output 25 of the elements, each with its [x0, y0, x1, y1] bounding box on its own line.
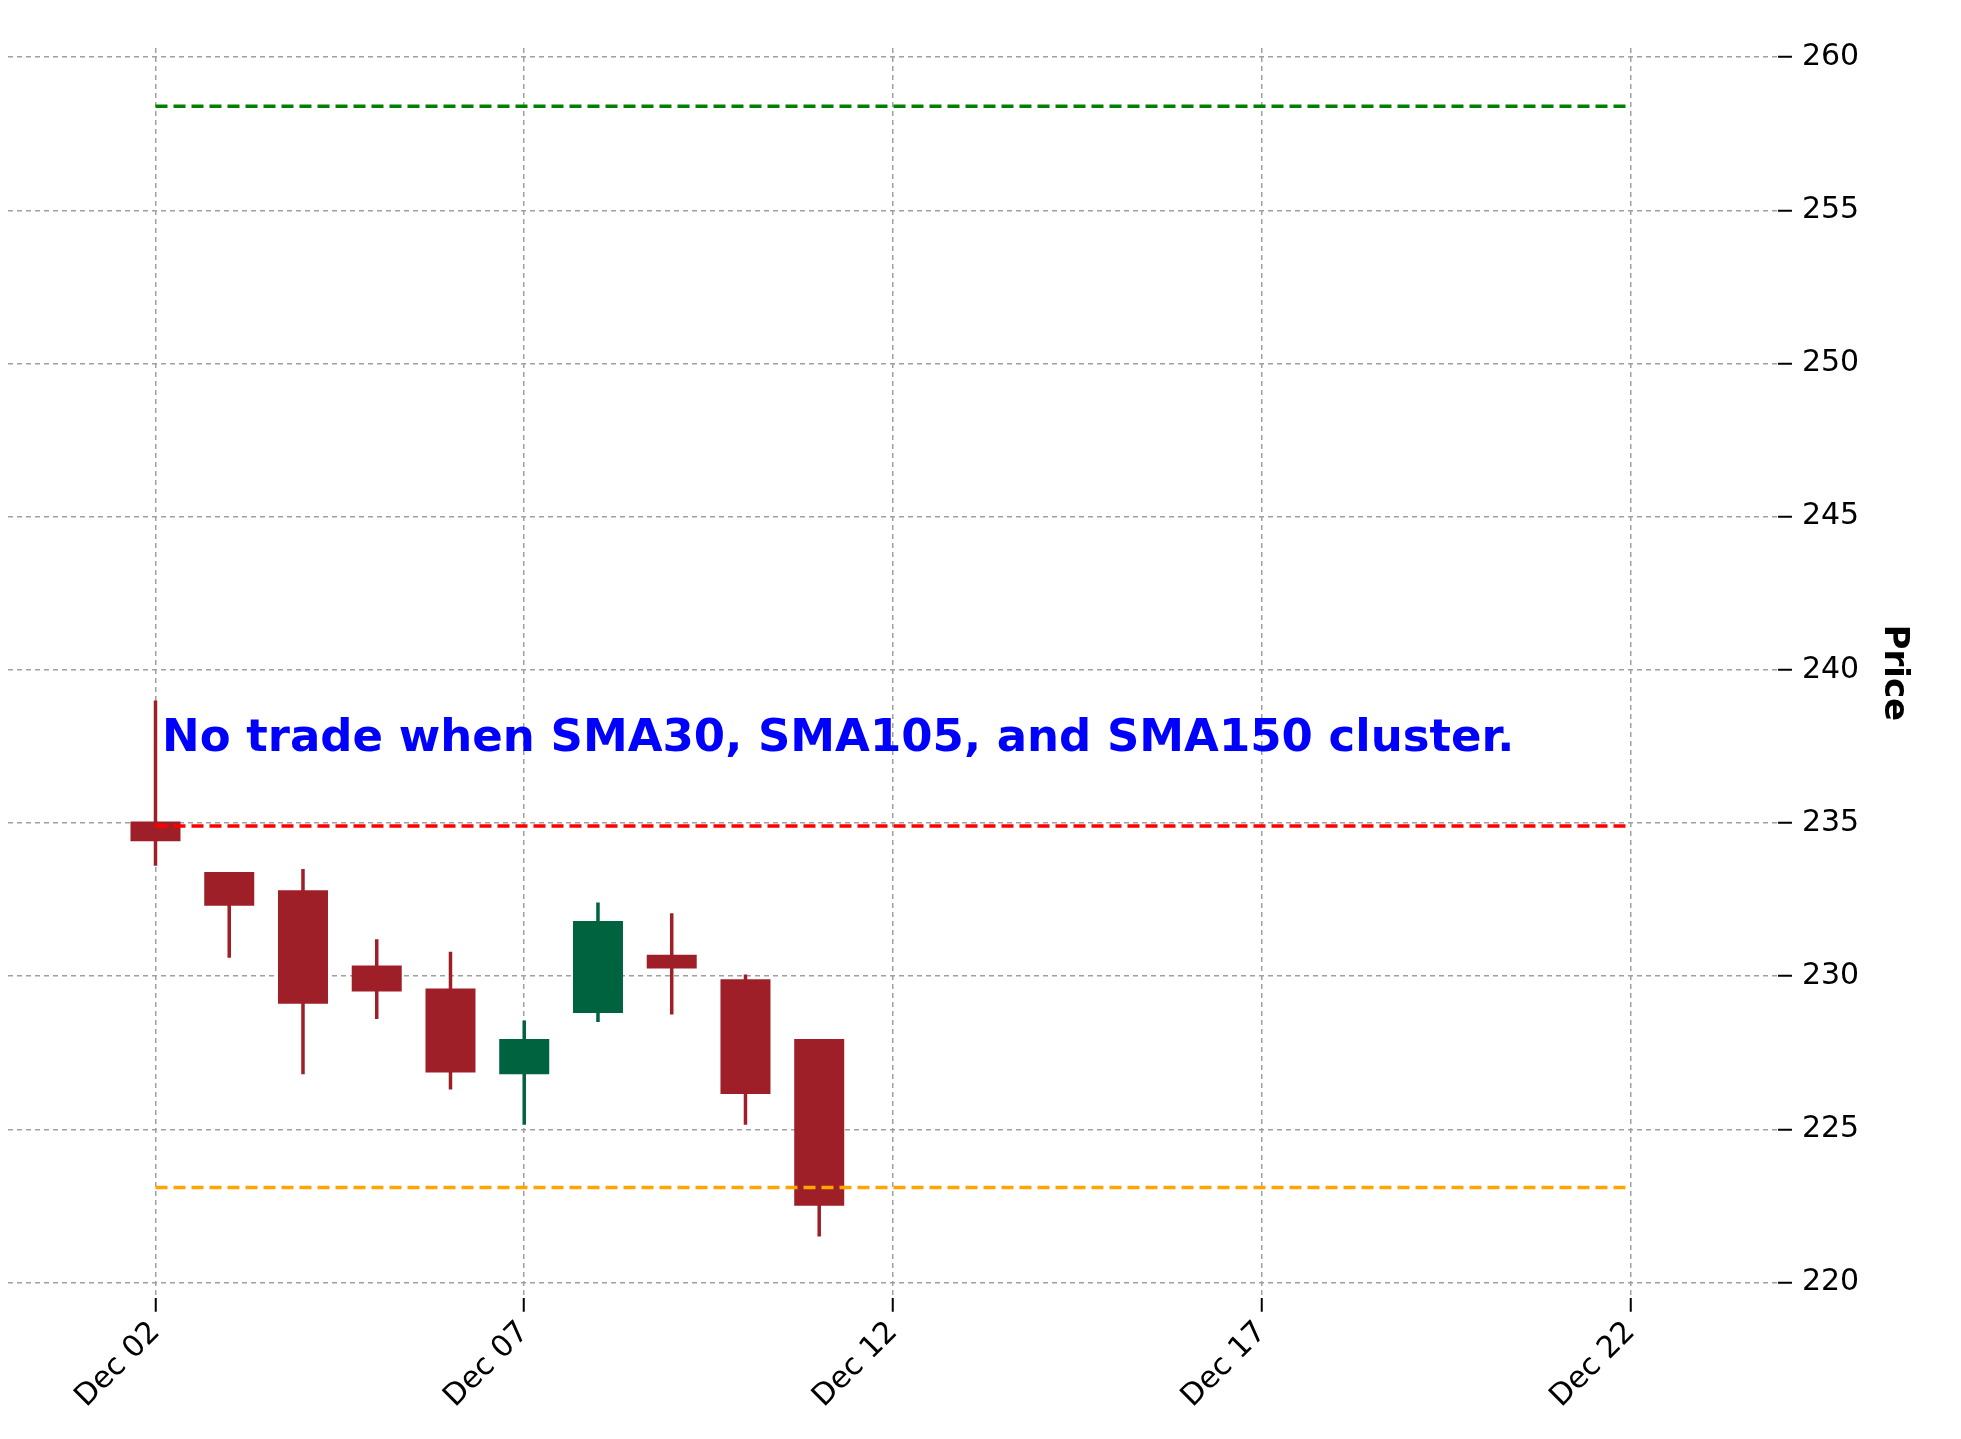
- candlestick: [794, 1038, 845, 1237]
- x-tick-label: Dec 22: [1541, 1313, 1641, 1413]
- y-tick-label: 225: [1801, 1109, 1860, 1145]
- x-tick-label: Dec 07: [435, 1313, 535, 1413]
- y-tick-label: 255: [1801, 190, 1860, 226]
- candlestick: [351, 939, 402, 1020]
- x-tick-label: Dec 17: [1172, 1313, 1273, 1413]
- candlestick: [572, 902, 623, 1023]
- y-tick-label: 240: [1801, 649, 1860, 685]
- candlestick: [425, 951, 476, 1090]
- y-tick-label: 235: [1801, 802, 1860, 838]
- candlestick: [204, 871, 255, 958]
- y-tick-label: 220: [1801, 1262, 1860, 1298]
- y-tick-label: 245: [1801, 496, 1860, 532]
- y-axis-title: Price: [1876, 624, 1917, 722]
- y-tick-label: 260: [1801, 36, 1860, 72]
- annotation: No trade when SMA30, SMA105, and SMA150 cluster.: [161, 708, 1515, 762]
- candlestick: [277, 868, 328, 1075]
- candlestick: [720, 974, 771, 1125]
- y-tick-label: 250: [1801, 343, 1860, 379]
- y-tick-label: 230: [1801, 955, 1860, 991]
- candlestick: [646, 913, 697, 1015]
- x-tick-label: Dec 02: [66, 1313, 166, 1413]
- candlestick: [499, 1020, 550, 1125]
- x-tick-label: Dec 12: [803, 1313, 904, 1413]
